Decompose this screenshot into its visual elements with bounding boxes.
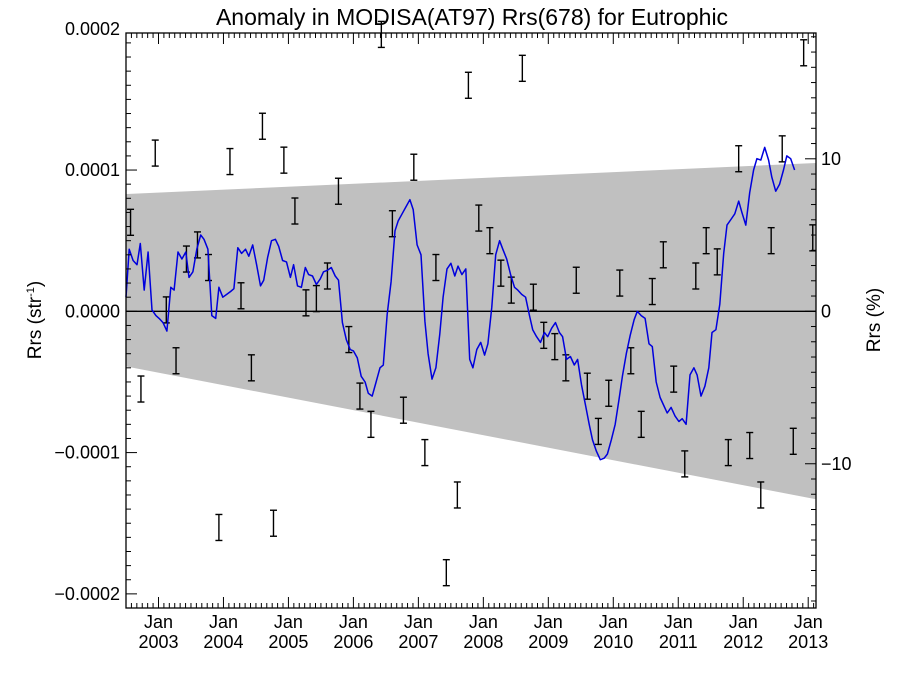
x-tick-label-year: 2007 [398,632,438,652]
data-point-marker [757,481,765,509]
y-tick-label: −0.0002 [54,584,120,604]
smoothed-series-line [125,146,796,461]
data-point-marker [616,269,624,297]
data-point-marker [681,450,689,478]
data-point-marker [659,241,667,269]
x-tick-label-month: Jan [729,612,758,632]
data-point-marker [399,396,407,424]
x-tick-label-year: 2004 [203,632,243,652]
data-point-marker [127,208,135,237]
x-tick-label-month: Jan [534,612,563,632]
data-point-marker [302,289,310,317]
data-point-marker [410,153,418,181]
y-tick-label: −0.0001 [54,443,120,463]
data-point-marker [367,410,375,439]
x-tick-label-year: 2010 [593,632,633,652]
y-right-tick-label: 0 [821,301,831,321]
x-tick-label-year: 2008 [463,632,503,652]
x-tick-label-year: 2012 [723,632,763,652]
data-point-marker [237,282,245,310]
y-right-tick-label: −10 [821,454,852,474]
data-point-marker [746,431,754,460]
data-point-marker [778,135,786,163]
data-point-marker [345,325,353,354]
y-right-tick-label: 10 [821,149,841,169]
y-axis-left-label: Rrs (str-1) [25,281,46,359]
x-tick-label-year: 2005 [268,632,308,652]
data-point-marker [464,71,472,99]
x-tick-label-year: 2013 [788,632,828,652]
data-point-marker [258,112,266,140]
x-tick-label-month: Jan [404,612,433,632]
data-point-marker [323,262,331,290]
data-point-marker [291,197,299,225]
data-point-marker [172,347,180,375]
data-point-marker [724,438,732,467]
x-tick-label-year: 2003 [138,632,178,652]
x-tick-label-month: Jan [144,612,173,632]
x-tick-label-month: Jan [664,612,693,632]
y-tick-label: 0.0002 [65,19,120,39]
data-point-marker [247,354,255,382]
data-point-marker [486,226,494,255]
data-point-marker [226,147,234,176]
x-tick-label-year: 2011 [659,632,698,652]
data-point-marker [735,145,743,173]
data-point-marker [137,375,145,403]
data-point-marker [713,248,721,276]
data-point-marker [670,365,678,393]
x-tick-label-month: Jan [339,612,368,632]
x-tick-label-month: Jan [794,612,823,632]
chart-title: Anomaly in MODISA(AT97) Rrs(678) for Eut… [216,4,728,30]
x-tick-label-month: Jan [209,612,238,632]
data-point-marker [421,438,429,467]
data-point-marker [809,224,817,252]
data-point-marker [800,39,808,67]
data-point-marker [269,509,277,537]
y-tick-label: 0.0001 [65,160,120,180]
data-point-marker [334,177,342,205]
y-axis-right-label: Rrs (%) [864,288,885,352]
data-point-marker [767,226,775,255]
data-point-marker [312,284,320,313]
data-point-marker [605,379,613,407]
data-point-marker [702,226,710,255]
x-tick-label-month: Jan [469,612,498,632]
x-tick-label-month: Jan [274,612,303,632]
data-point-marker [648,277,656,306]
data-point-marker [497,259,505,287]
data-point-marker [572,266,580,294]
data-point-marker [453,481,461,509]
x-tick-label-year: 2006 [333,632,373,652]
data-point-marker [789,427,797,455]
data-point-marker [377,20,385,49]
data-point-marker [627,347,635,375]
data-point-marker [432,253,440,282]
y-tick-label: 0.0000 [65,301,120,321]
data-point-marker [151,139,159,167]
data-point-marker [551,332,559,361]
data-point-marker [637,410,645,439]
data-point-marker [518,54,526,83]
uncertainty-band [126,162,816,500]
x-tick-label-year: 2009 [528,632,568,652]
data-point-marker [475,204,483,232]
x-tick-label-month: Jan [599,612,628,632]
data-point-marker [442,558,450,587]
data-point-marker [594,417,602,446]
data-point-marker [215,513,223,542]
data-point-marker [692,262,700,290]
data-point-marker [356,382,364,410]
data-point-marker [529,283,537,311]
data-point-marker [280,146,288,174]
plot-frame [125,32,817,609]
